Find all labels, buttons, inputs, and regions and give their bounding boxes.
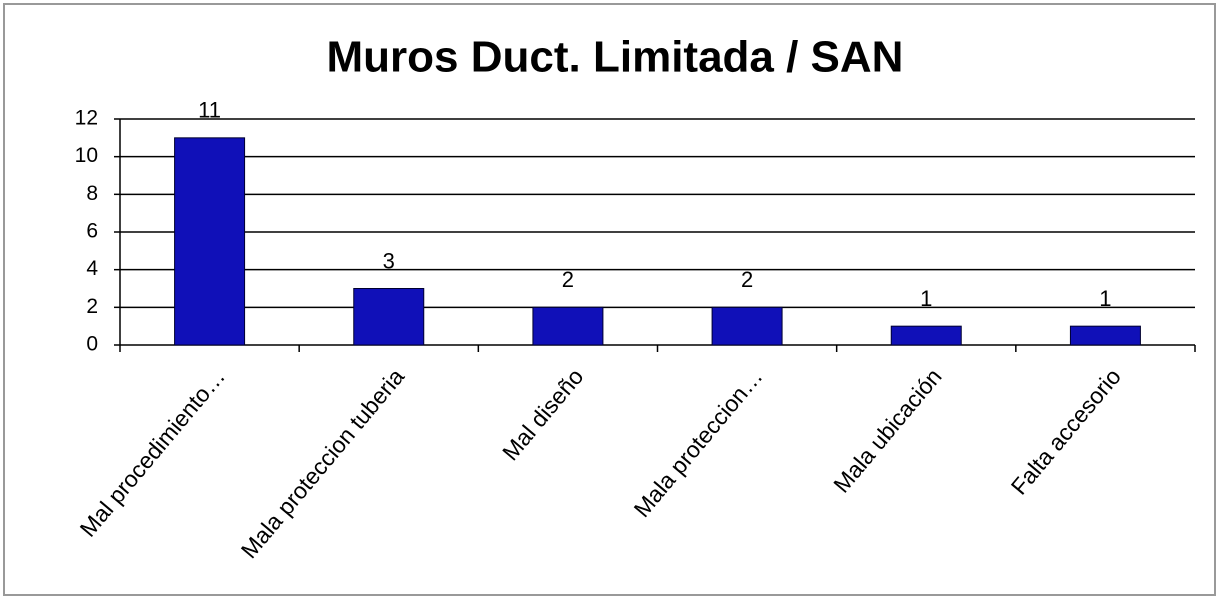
data-label: 2 bbox=[562, 267, 574, 292]
y-tick-label: 10 bbox=[75, 144, 98, 167]
y-tick-label: 6 bbox=[86, 220, 98, 243]
data-label: 2 bbox=[741, 267, 753, 292]
bar bbox=[890, 325, 962, 346]
y-tick-label: 0 bbox=[86, 333, 98, 356]
chart-title: Muros Duct. Limitada / SAN bbox=[327, 33, 904, 82]
bar bbox=[711, 306, 783, 346]
y-tick-label: 8 bbox=[86, 182, 98, 205]
data-label: 11 bbox=[198, 98, 221, 123]
y-tick-label: 2 bbox=[86, 295, 98, 318]
data-label: 3 bbox=[383, 248, 395, 273]
bar bbox=[174, 137, 246, 346]
bar bbox=[1069, 325, 1141, 346]
bar bbox=[353, 288, 425, 346]
bar bbox=[532, 306, 604, 346]
y-tick-label: 4 bbox=[86, 257, 98, 280]
data-label: 1 bbox=[920, 286, 932, 311]
data-label: 1 bbox=[1099, 286, 1111, 311]
y-tick-label: 12 bbox=[75, 107, 98, 130]
